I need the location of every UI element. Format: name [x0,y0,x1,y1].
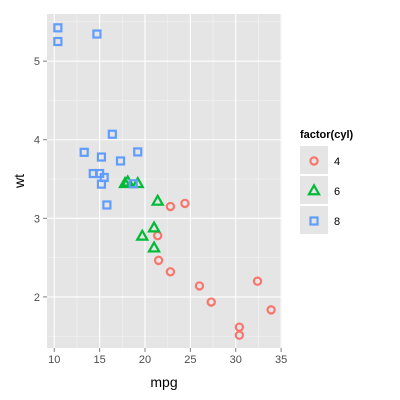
legend-key-background [300,176,328,204]
data-point-circle [234,330,245,340]
data-point-circle [153,255,164,266]
data-point-square [96,179,107,189]
x-tick-label: 35 [275,354,287,366]
legend-key-square [309,216,319,226]
data-point-square [53,36,63,47]
data-point-circle [165,267,176,277]
x-tick-label: 15 [94,354,106,366]
data-point-square [96,152,107,162]
data-point-square [102,200,112,210]
legend-keys: 4 6 8 [300,146,340,234]
data-point-circle [266,305,276,315]
legend-label: 8 [334,216,340,228]
data-point-square [133,147,143,157]
legend: factor(cyl) 4 6 8 [300,129,354,234]
x-axis-title: mpg [150,374,177,390]
y-tick-label: 2 [34,292,40,304]
data-point-square [53,23,63,33]
y-tick-label: 5 [34,56,40,68]
data-point-triangle [150,193,165,206]
data-point-square [95,168,105,179]
y-axis-ticks: 2 3 4 5 [34,56,47,304]
legend-key-triangle [307,183,321,196]
legend-key-circle [309,156,319,166]
x-tick-label: 25 [184,354,196,366]
data-point-circle [165,201,176,212]
legend-key-background [300,206,328,234]
legend-title: factor(cyl) [300,129,354,141]
y-tick-label: 4 [34,135,40,147]
legend-label: 4 [334,156,340,168]
data-point-triangle [118,175,132,189]
data-point-square [128,179,138,189]
legend-key-background [300,146,328,174]
y-tick-label: 3 [34,213,40,225]
x-axis-ticks: 10 15 20 25 30 35 [48,348,287,366]
data-point-square [92,29,102,39]
x-tick-label: 10 [48,354,60,366]
data-point-circle [252,276,263,286]
legend-label: 6 [334,186,340,198]
data-point-circle [180,198,190,209]
data-point-square [107,129,117,139]
data-points [53,23,276,340]
data-point-square [115,156,126,166]
grid-lines [47,14,282,348]
x-tick-label: 30 [230,354,242,366]
plot-panel [47,14,282,348]
data-point-triangle [135,228,150,241]
data-point-triangle [147,220,161,233]
data-point-triangle [147,240,161,253]
data-point-square [79,147,89,157]
y-axis-title: wt [11,174,27,189]
x-tick-label: 20 [139,354,151,366]
data-point-circle [194,281,205,291]
data-point-circle [206,297,216,307]
